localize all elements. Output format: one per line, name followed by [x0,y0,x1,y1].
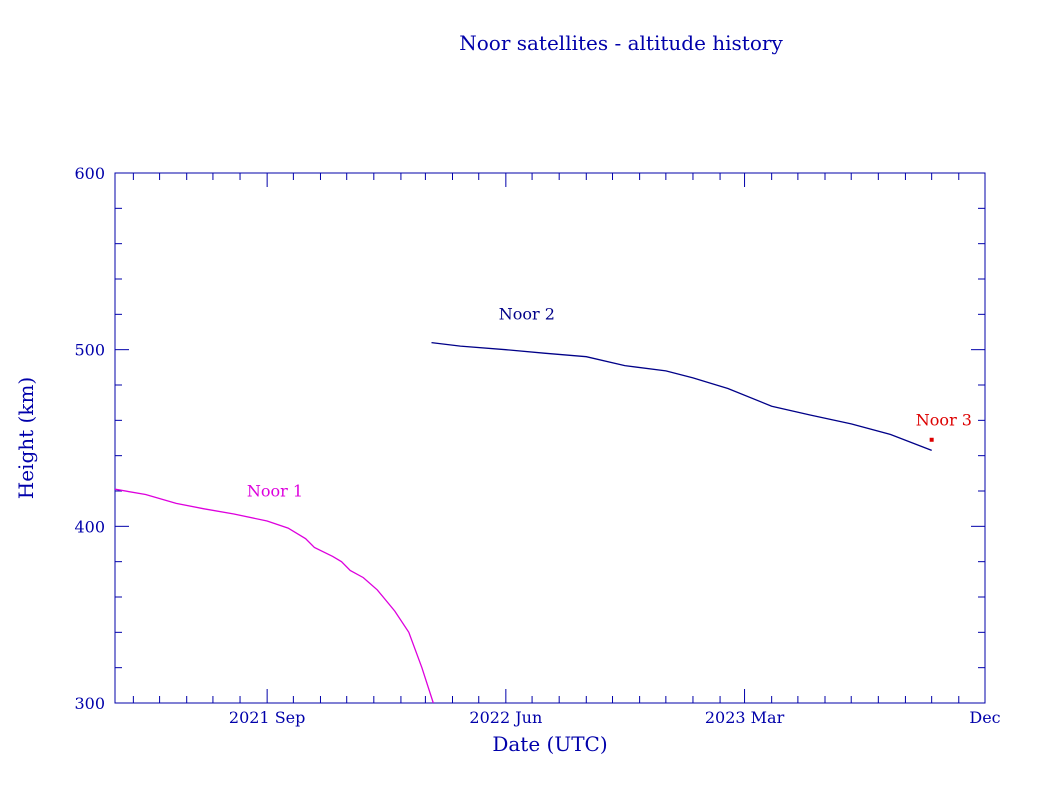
y-tick-label: 400 [74,517,105,536]
x-tick-label: 2023 Mar [705,708,785,727]
x-tick-label: 2021 Sep [229,708,305,727]
y-tick-label: 500 [74,341,105,360]
x-tick-label: Dec [969,708,1000,727]
series-layer [114,341,934,704]
annotation-layer: Noor 1 Noor 2 Noor 3 [247,305,972,501]
x-tick-label: 2022 Jun [469,708,542,727]
noor-1-line [114,488,434,704]
series-label: Noor 3 [916,411,972,430]
y-tick-label: 300 [74,694,105,713]
noor-3-point [929,437,934,442]
y-tick-label: 600 [74,164,105,183]
chart-title: Noor satellites - altitude history [459,31,783,55]
series-label: Noor 2 [499,305,555,324]
y-axis-label: Height (km) [14,377,38,499]
x-axis-label: Date (UTC) [492,732,607,756]
axis-ticks [115,173,986,703]
x-tick-labels: 2021 Sep 2022 Jun 2023 Mar Dec [229,708,1001,727]
plot-frame [114,172,986,704]
series-label: Noor 1 [247,481,303,500]
y-tick-labels: 300 400 500 600 [74,164,105,713]
noor-2-line [431,341,932,452]
